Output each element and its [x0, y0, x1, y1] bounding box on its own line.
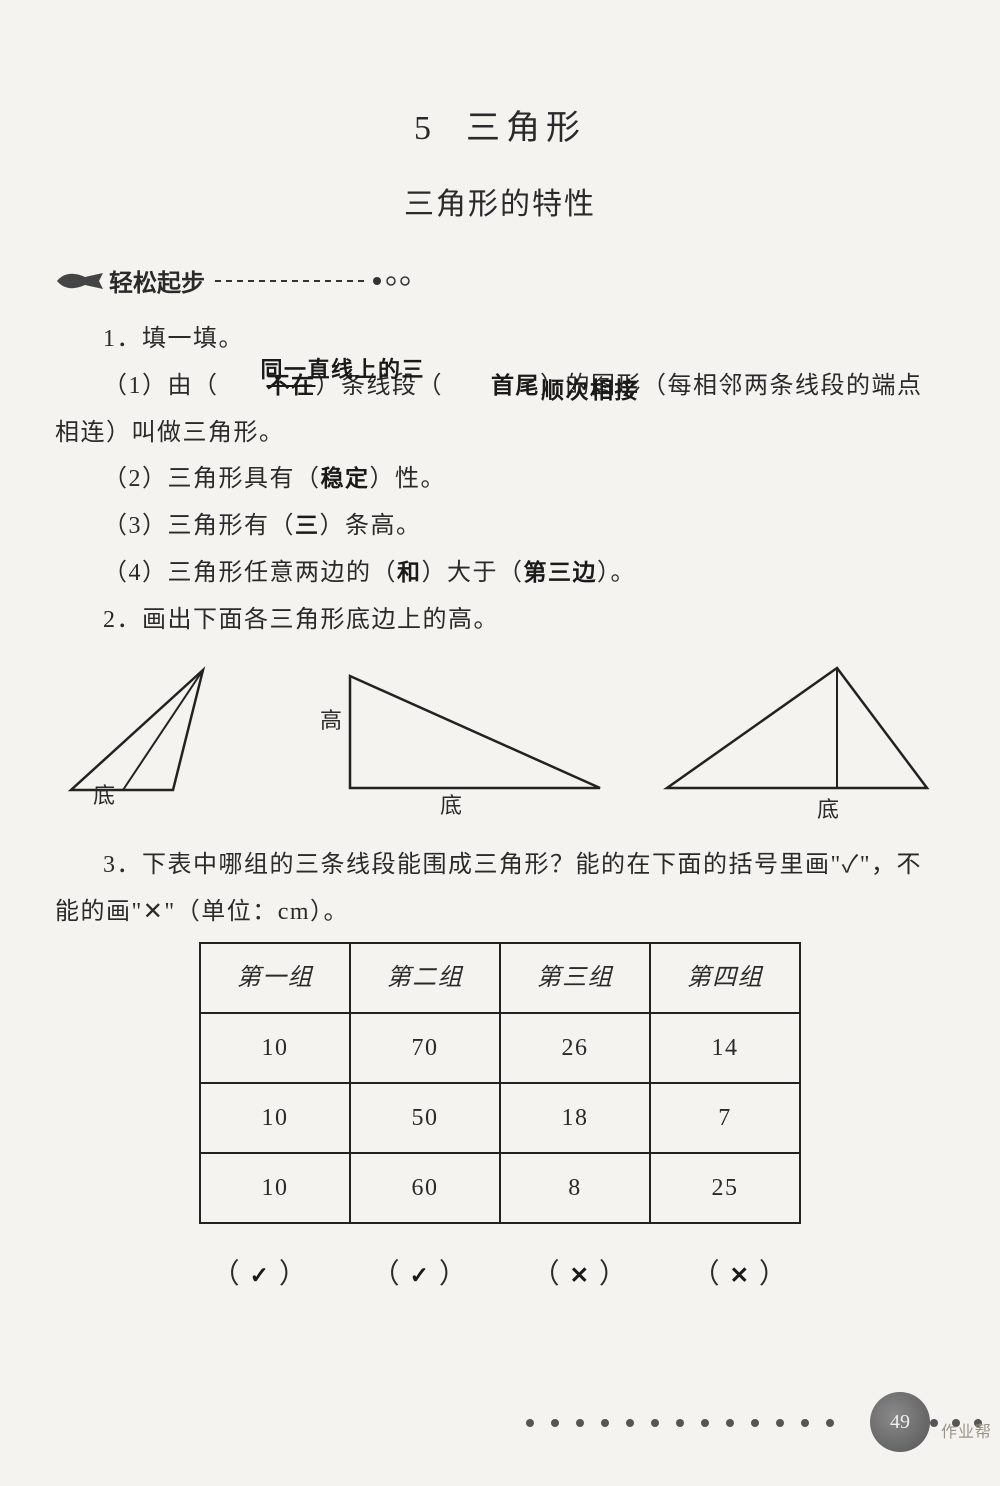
content-body: 1．填一填。 （1）由（同一直线上的三不在）条线段（首尾顺次相接）的图形（每相邻…	[55, 316, 945, 1303]
page-number: 49	[890, 1411, 910, 1434]
blank-answer: 首尾顺次相接	[443, 363, 540, 410]
answer-bracket: （ ✓ ）	[212, 1248, 309, 1303]
triangles-row: 底 高 底 底	[55, 658, 945, 825]
table-row: 10 50 18 7	[200, 1083, 800, 1153]
chapter-number: 5	[414, 110, 437, 147]
section-header: 轻松起步	[55, 263, 945, 298]
handwritten-answer: ✕	[570, 1263, 591, 1288]
text: ）条高。	[320, 513, 422, 539]
table-cell: 50	[350, 1083, 500, 1153]
subtitle: 三角形的特性	[55, 179, 945, 223]
table-cell: 60	[350, 1153, 500, 1223]
text: （4）三角形任意两边的（	[103, 560, 397, 586]
table-cell: 10	[200, 1153, 350, 1223]
text: "（单位：cm）。	[164, 899, 349, 925]
handwritten-answer: 同一直线上的三	[213, 349, 426, 392]
triangle-2-svg	[320, 658, 620, 808]
answer-bracket: （ ✕ ）	[532, 1248, 629, 1303]
base-label: 底	[817, 789, 841, 832]
table-row: 10 70 26 14	[200, 1013, 800, 1083]
triangle-1: 底	[63, 658, 283, 825]
text: ）。	[597, 560, 636, 586]
table-cell: 25	[650, 1153, 800, 1223]
dashed-line-icon	[215, 275, 415, 287]
handwritten-answer: 第三边	[524, 560, 598, 585]
watermark: 作业帮	[941, 1418, 992, 1442]
table-cell: 70	[350, 1013, 500, 1083]
triangle-2: 高 底	[320, 658, 620, 825]
check-symbol: ✓	[842, 852, 860, 878]
text: ）性。	[370, 466, 447, 492]
table-row: 第一组 第二组 第三组 第四组	[200, 943, 800, 1013]
q2-head: 2．画出下面各三角形底边上的高。	[55, 597, 945, 644]
footer-dots-left	[520, 1418, 850, 1428]
chapter-name: 三角形	[466, 110, 586, 147]
table-cell: 10	[200, 1083, 350, 1153]
cross-symbol: ✕	[143, 899, 165, 925]
table-header: 第三组	[500, 943, 650, 1013]
table-header: 第四组	[650, 943, 800, 1013]
table-row: 10 60 8 25	[200, 1153, 800, 1223]
chapter-title: 5 三角形	[55, 100, 945, 149]
q1-head: 1．填一填。	[55, 316, 945, 363]
height-label: 高	[320, 700, 344, 743]
table-cell: 14	[650, 1013, 800, 1083]
text: ）大于（	[422, 560, 524, 586]
text: （3）三角形有（	[103, 513, 295, 539]
q1-item4: （4）三角形任意两边的（和）大于（第三边）。	[55, 550, 945, 597]
triangle-3: 底	[657, 658, 937, 825]
table-cell: 18	[500, 1083, 650, 1153]
handwritten-answer: ✕	[730, 1263, 751, 1288]
table-cell: 26	[500, 1013, 650, 1083]
page-number-badge: 49	[870, 1392, 930, 1452]
blank-answer: 同一直线上的三不在	[219, 363, 316, 410]
text: （1）由（	[103, 373, 219, 399]
text: 3．下表中哪组的三条线段能围成三角形？能的在下面的括号里画"	[103, 852, 842, 878]
table-header: 第二组	[350, 943, 500, 1013]
base-label: 底	[93, 775, 117, 818]
text: （2）三角形具有（	[103, 466, 321, 492]
triangle-3-svg	[657, 658, 937, 808]
q3-head: 3．下表中哪组的三条线段能围成三角形？能的在下面的括号里画"✓"，不能的画"✕"…	[55, 842, 945, 936]
section-label: 轻松起步	[109, 263, 205, 298]
handwritten-answer-extra: 顺次相接	[493, 369, 639, 414]
answer-bracket: （ ✕ ）	[692, 1248, 789, 1303]
q1-item2: （2）三角形具有（稳定）性。	[55, 456, 945, 503]
table-header: 第一组	[200, 943, 350, 1013]
table-cell: 7	[650, 1083, 800, 1153]
answers-row: （ ✓ ） （ ✓ ） （ ✕ ） （ ✕ ）	[180, 1248, 820, 1303]
table-cell: 8	[500, 1153, 650, 1223]
answer-bracket: （ ✓ ）	[372, 1248, 469, 1303]
table-cell: 10	[200, 1013, 350, 1083]
handwritten-answer: 和	[397, 560, 422, 585]
handwritten-answer: 稳定	[321, 466, 370, 491]
handwritten-answer: 三	[295, 513, 320, 538]
fish-icon	[55, 267, 105, 295]
segments-table: 第一组 第二组 第三组 第四组 10 70 26 14 10 50 18 7 1…	[199, 942, 801, 1224]
q1-item1: （1）由（同一直线上的三不在）条线段（首尾顺次相接）的图形（每相邻两条线段的端点…	[55, 363, 945, 457]
base-label: 底	[440, 785, 464, 828]
q1-item3: （3）三角形有（三）条高。	[55, 503, 945, 550]
handwritten-answer: ✓	[250, 1263, 271, 1288]
handwritten-answer: ✓	[410, 1263, 431, 1288]
